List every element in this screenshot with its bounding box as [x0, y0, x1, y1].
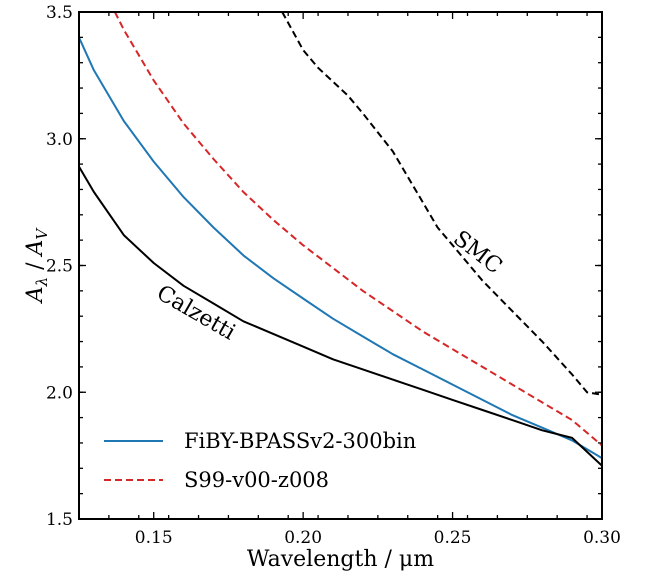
y-tick-label: 2.0	[46, 383, 73, 403]
series-line-calzetti	[79, 166, 602, 467]
y-tick-label: 2.5	[46, 257, 73, 277]
y-axis-title: Aλ / AV	[23, 227, 51, 305]
y-axis-title-sub1: λ	[33, 277, 51, 288]
axis-ticks	[79, 11, 603, 520]
axis-tick-labels: 0.15 0.20 0.25 0.30 1.5 2.0 2.5 3.0 3.5	[46, 3, 621, 548]
x-tick-label: 0.25	[434, 528, 472, 548]
series-line-fiby-bpassv2-300bin	[79, 36, 602, 460]
legend: FiBY-BPASSv2-300bin S99-v00-z008	[104, 429, 416, 492]
x-axis-title: Wavelength / μm	[247, 547, 434, 572]
plot-lines	[79, 12, 602, 467]
x-tick-label: 0.30	[583, 528, 621, 548]
legend-label: FiBY-BPASSv2-300bin	[184, 429, 416, 453]
series-line-s99-v00-z008	[114, 12, 602, 447]
series-line-smc	[281, 12, 602, 396]
y-axis-title-b: A	[23, 240, 48, 258]
x-tick-label: 0.20	[284, 528, 322, 548]
x-tick-label: 0.15	[135, 528, 173, 548]
y-tick-label: 3.0	[46, 130, 73, 150]
annotation-calzetti: Calzetti	[152, 281, 239, 346]
y-tick-label: 1.5	[46, 510, 73, 530]
y-axis-title-sub2: V	[33, 227, 51, 240]
legend-label: S99-v00-z008	[184, 468, 329, 492]
curve-annotations: SMC Calzetti	[152, 226, 506, 345]
y-axis-title-sep: /	[23, 255, 48, 276]
y-tick-label: 3.5	[46, 3, 73, 23]
y-axis-title-a: A	[23, 286, 48, 304]
annotation-smc: SMC	[448, 226, 506, 279]
